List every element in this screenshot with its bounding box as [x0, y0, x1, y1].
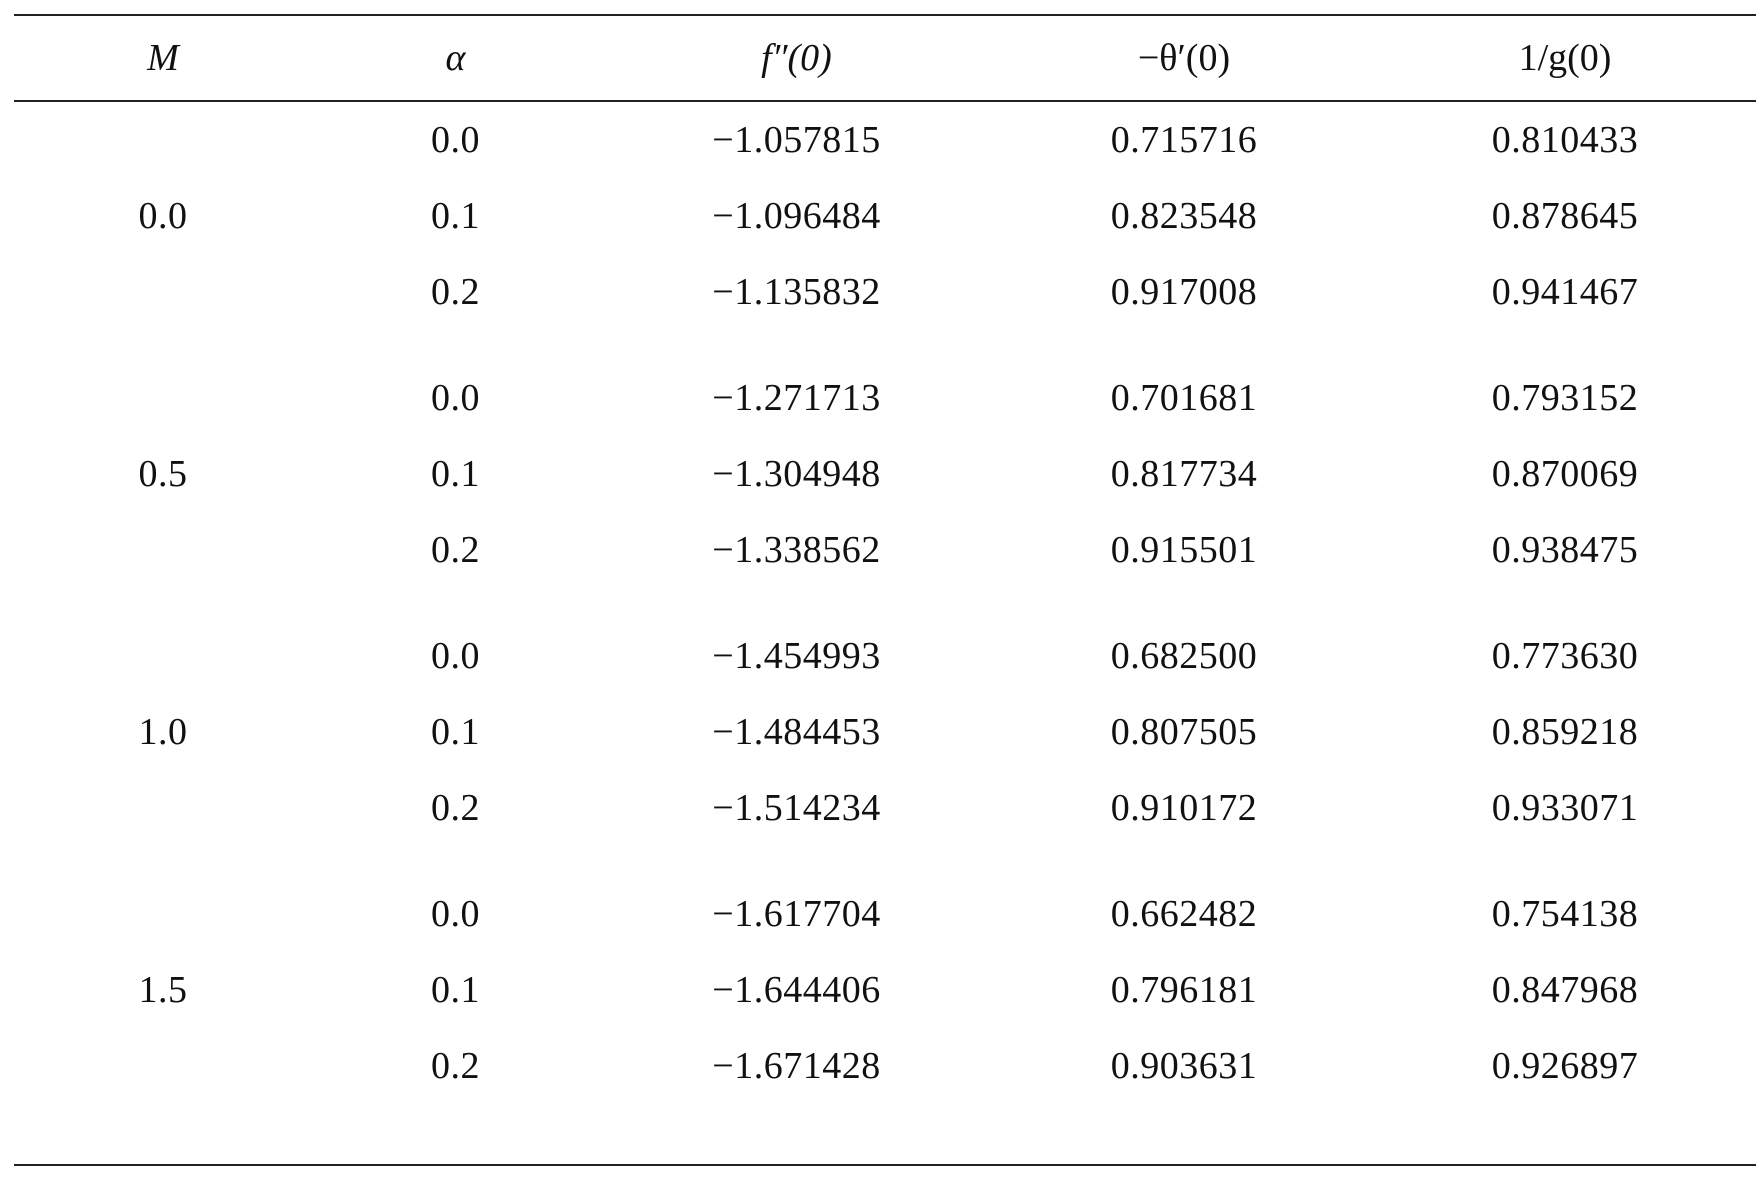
f-cell: −1.271713: [712, 377, 881, 419]
theta-cell: 0.715716: [1110, 119, 1258, 161]
theta-cell: 0.807505: [1110, 711, 1258, 753]
m-value-cell: 0.5: [138, 453, 188, 495]
group-spacer: [14, 588, 1756, 618]
group-spacer: [14, 330, 1756, 360]
alpha-cell: 0.1: [431, 711, 480, 753]
f-cell: −1.135832: [712, 271, 881, 313]
g-cell: 0.773630: [1491, 635, 1639, 677]
alpha-cell: 0.0: [431, 377, 480, 419]
m-value-cell: 0.0: [138, 195, 188, 237]
g-cell: 0.859218: [1491, 711, 1639, 753]
theta-cell: 0.682500: [1110, 635, 1258, 677]
results-table: M α f″(0) −θ′(0) 1/g(0) 0.0 0.0 −1.05781…: [14, 14, 1756, 1104]
alpha-cell: 0.1: [431, 195, 480, 237]
g-cell: 0.941467: [1491, 271, 1639, 313]
theta-cell: 0.817734: [1110, 453, 1258, 495]
table-row: 0.2 −1.671428 0.903631 0.926897: [14, 1028, 1756, 1104]
alpha-cell: 0.1: [431, 453, 480, 495]
g-cell: 0.793152: [1491, 377, 1639, 419]
g-cell: 0.870069: [1491, 453, 1639, 495]
spacer-cell: [14, 846, 1756, 876]
m-value-cell: 1.5: [138, 969, 188, 1011]
g-cell: 0.754138: [1491, 893, 1639, 935]
theta-cell: 0.910172: [1110, 787, 1258, 829]
g-cell: 0.878645: [1491, 195, 1639, 237]
theta-cell: 0.903631: [1110, 1045, 1258, 1087]
header-f-double-prime: f″(0): [599, 14, 994, 102]
group-spacer: [14, 846, 1756, 876]
alpha-cell: 0.0: [431, 119, 480, 161]
header-m: M: [14, 14, 312, 102]
theta-cell: 0.823548: [1110, 195, 1258, 237]
g-cell: 0.847968: [1491, 969, 1639, 1011]
table-row: 0.2 −1.514234 0.910172 0.933071: [14, 770, 1756, 846]
header-alpha: α: [312, 14, 599, 102]
f-cell: −1.338562: [712, 529, 881, 571]
theta-cell: 0.662482: [1110, 893, 1258, 935]
g-cell: 0.938475: [1491, 529, 1639, 571]
alpha-cell: 0.0: [431, 635, 480, 677]
header-f-label: f″(0): [761, 37, 832, 79]
theta-cell: 0.796181: [1110, 969, 1258, 1011]
alpha-cell: 0.1: [431, 969, 480, 1011]
alpha-cell: 0.0: [431, 893, 480, 935]
m-value-cell: 1.0: [138, 711, 188, 753]
alpha-cell: 0.2: [431, 1045, 480, 1087]
header-theta-prime: −θ′(0): [994, 14, 1374, 102]
f-cell: −1.671428: [712, 1045, 881, 1087]
g-cell: 0.810433: [1491, 119, 1639, 161]
table-row: 0.2 −1.135832 0.917008 0.941467: [14, 254, 1756, 330]
table-body: 0.0 0.0 −1.057815 0.715716 0.810433 0.1 …: [14, 101, 1756, 1104]
f-cell: −1.617704: [712, 893, 881, 935]
table-row: 0.1 −1.644406 0.796181 0.847968: [14, 952, 1756, 1028]
alpha-cell: 0.2: [431, 529, 480, 571]
f-cell: −1.304948: [712, 453, 881, 495]
table-header-row: M α f″(0) −θ′(0) 1/g(0): [14, 14, 1756, 102]
table-row: 0.1 −1.484453 0.807505 0.859218: [14, 694, 1756, 770]
spacer-cell: [14, 330, 1756, 360]
f-cell: −1.057815: [712, 119, 881, 161]
theta-cell: 0.915501: [1110, 529, 1258, 571]
f-cell: −1.454993: [712, 635, 881, 677]
alpha-cell: 0.2: [431, 271, 480, 313]
theta-cell: 0.917008: [1110, 271, 1258, 313]
table-row: 0.5 0.0 −1.271713 0.701681 0.793152: [14, 360, 1756, 495]
f-cell: −1.644406: [712, 969, 881, 1011]
header-one-over-g: 1/g(0): [1374, 14, 1756, 102]
table-row: 1.5 0.0 −1.617704 0.662482 0.754138: [14, 876, 1756, 1011]
table-row: 0.2 −1.338562 0.915501 0.938475: [14, 512, 1756, 588]
table-bottom-rule: [14, 1164, 1756, 1166]
f-cell: −1.096484: [712, 195, 881, 237]
table-row: 0.1 −1.096484 0.823548 0.878645: [14, 178, 1756, 254]
g-cell: 0.926897: [1491, 1045, 1639, 1087]
f-cell: −1.484453: [712, 711, 881, 753]
results-table-container: M α f″(0) −θ′(0) 1/g(0) 0.0 0.0 −1.05781…: [14, 14, 1756, 1104]
alpha-cell: 0.2: [431, 787, 480, 829]
g-cell: 0.933071: [1491, 787, 1639, 829]
spacer-cell: [14, 588, 1756, 618]
theta-cell: 0.701681: [1110, 377, 1258, 419]
table-row: 1.0 0.0 −1.454993 0.682500 0.773630: [14, 618, 1756, 753]
table-row: 0.1 −1.304948 0.817734 0.870069: [14, 436, 1756, 512]
f-cell: −1.514234: [712, 787, 881, 829]
table-row: 0.0 0.0 −1.057815 0.715716 0.810433: [14, 101, 1756, 237]
